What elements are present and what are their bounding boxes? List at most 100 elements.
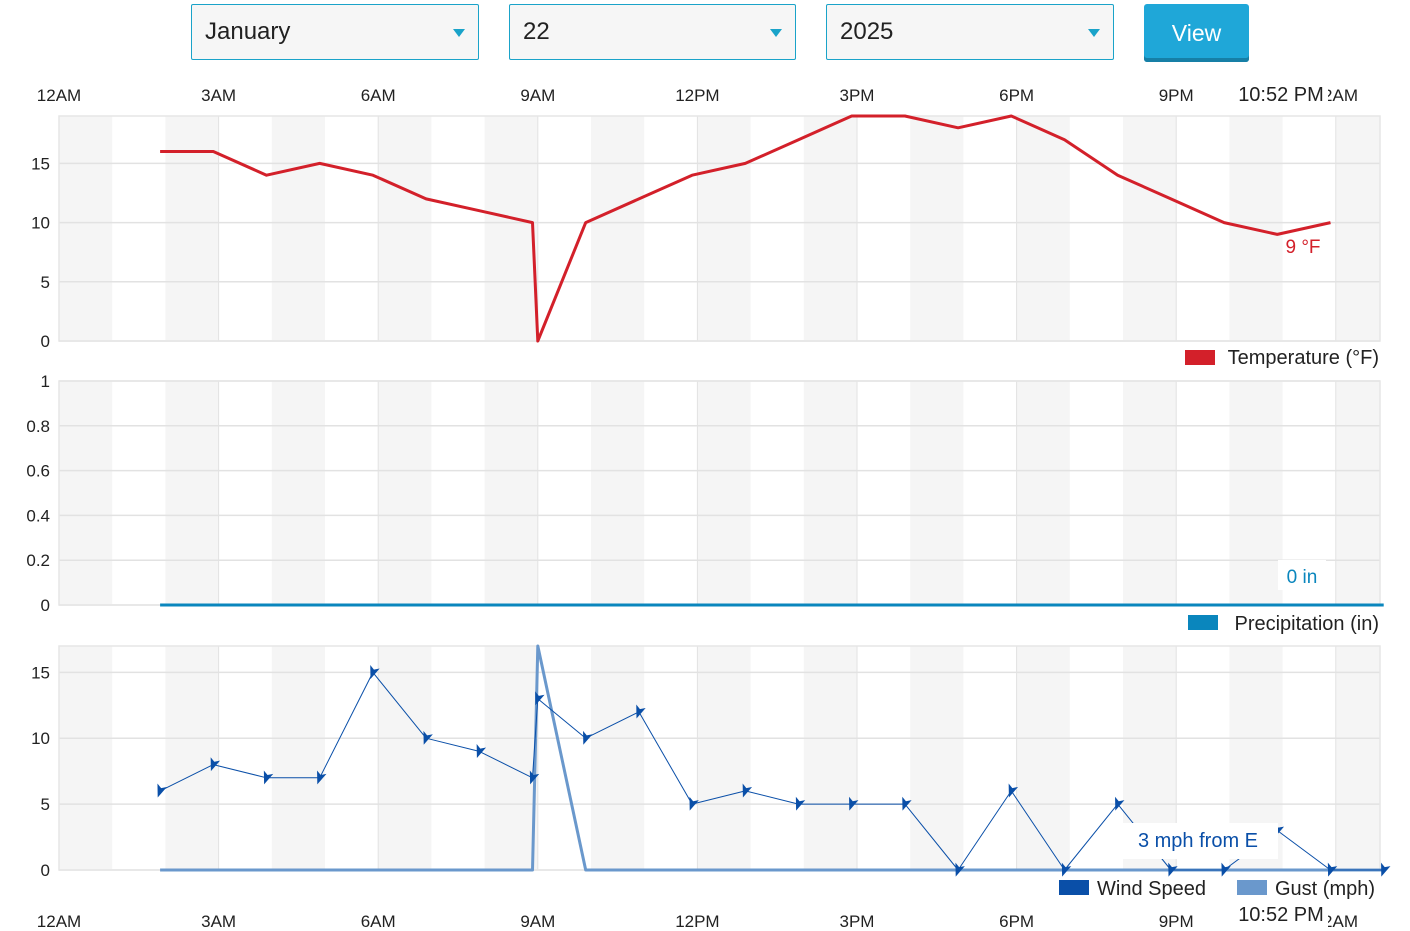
hour-band (271, 381, 325, 605)
month-select[interactable]: January (191, 4, 479, 60)
hour-band (378, 116, 432, 341)
cursor-precip-bg (1278, 560, 1326, 590)
plot-frame (58, 115, 1381, 342)
legend-swatch-gust (1237, 880, 1267, 895)
cursor-time-label-top: 10:52 PM (1238, 84, 1324, 106)
y-tick-label: 0 (41, 596, 50, 615)
legend-label-temperature: Temperature (°F) (1228, 347, 1379, 369)
hour-band (697, 646, 751, 870)
hour-band (59, 381, 113, 605)
wind-direction-marker (535, 691, 545, 706)
cursor-time-bg (1232, 902, 1328, 928)
year-select[interactable]: 2025 (826, 4, 1114, 60)
gust-line (160, 644, 1384, 872)
x-tick-label: 12AM (37, 912, 81, 931)
cursor-temperature-label: 9 °F (1285, 237, 1320, 258)
legend-label-wind-speed: Wind Speed (1097, 878, 1206, 900)
wind-direction-marker (689, 796, 699, 811)
x-tick-label: 6PM (999, 86, 1034, 105)
x-tick-label: 12PM (675, 912, 719, 931)
hour-band (271, 646, 325, 870)
wind-direction-marker (529, 770, 540, 785)
wind-direction-marker (317, 770, 327, 785)
x-tick-label: 3PM (840, 912, 875, 931)
hour-band (1016, 381, 1070, 605)
hour-band (1229, 381, 1283, 605)
wind-direction-marker (849, 796, 859, 811)
hour-band (484, 116, 538, 341)
x-tick-label: 9AM (520, 912, 555, 931)
view-button[interactable]: View (1144, 4, 1249, 62)
wind-direction-marker (1061, 862, 1072, 877)
x-tick-label: 9PM (1159, 86, 1194, 105)
wind-direction-marker (795, 796, 806, 811)
hour-band (1016, 116, 1070, 341)
hour-band (1123, 381, 1177, 605)
wind-direction-marker (1168, 862, 1178, 877)
chevron-down-icon (770, 29, 782, 37)
legend-label-gust: Gust (mph) (1275, 878, 1375, 900)
y-tick-label: 1 (41, 372, 50, 391)
hour-band (165, 381, 219, 605)
hour-band (484, 381, 538, 605)
wind-direction-marker (583, 730, 593, 745)
hour-band (591, 381, 645, 605)
legend-swatch-wind-speed (1059, 880, 1089, 895)
y-tick-label: 0.2 (26, 551, 50, 570)
x-tick-label: 12PM (675, 86, 719, 105)
hour-band (591, 116, 645, 341)
hour-band (165, 646, 219, 870)
wind-direction-marker (370, 665, 380, 679)
y-tick-label: 0.4 (26, 506, 50, 525)
cursor-time-bg (1232, 82, 1328, 108)
x-tick-label: 6PM (999, 912, 1034, 931)
hour-band (378, 646, 432, 870)
hour-band (1335, 116, 1380, 341)
cursor-wind-bg (1122, 823, 1278, 859)
y-tick-label: 5 (41, 795, 50, 814)
wind-direction-marker (1327, 862, 1338, 877)
cursor-precipitation-label: 0 in (1287, 567, 1318, 588)
cursor-wind-label: 3 mph from E (1138, 830, 1258, 852)
y-tick-label: 0.8 (26, 417, 50, 436)
wind-direction-marker (1381, 862, 1391, 877)
y-tick-label: 0 (41, 861, 50, 880)
wind-direction-marker (263, 770, 274, 785)
hour-band (1335, 646, 1380, 870)
x-tick-label: 9PM (1159, 912, 1194, 931)
y-tick-label: 15 (31, 663, 50, 682)
month-select-value: January (205, 18, 291, 45)
y-tick-label: 10 (31, 214, 50, 233)
wind-direction-marker (423, 730, 433, 745)
y-tick-label: 0 (41, 332, 50, 351)
wind-direction-marker (157, 783, 167, 798)
chevron-down-icon (453, 29, 465, 37)
x-tick-label: 3AM (201, 86, 236, 105)
x-tick-label: 3AM (201, 912, 236, 931)
hour-band (803, 646, 857, 870)
wind-direction-marker (902, 796, 912, 811)
hour-band (803, 381, 857, 605)
wind-direction-marker (476, 744, 487, 758)
hour-band (165, 116, 219, 341)
hour-band (1016, 646, 1070, 870)
hour-band (591, 646, 645, 870)
year-select-value: 2025 (840, 18, 894, 45)
legend-label-precipitation: Precipitation (in) (1234, 613, 1379, 635)
hour-band (910, 646, 964, 870)
hour-band (910, 381, 964, 605)
hour-band (803, 116, 857, 341)
hour-band (59, 646, 113, 870)
hour-band (697, 116, 751, 341)
y-tick-label: 10 (31, 729, 50, 748)
legend-swatch-temperature (1185, 350, 1215, 365)
x-tick-label: 12AM (37, 86, 81, 105)
wind-direction-marker (1008, 783, 1019, 798)
hour-band (1335, 381, 1380, 605)
day-select[interactable]: 22 (509, 4, 796, 60)
cursor-time-label-bottom: 10:52 PM (1238, 904, 1324, 926)
wind-direction-marker (210, 757, 221, 772)
chevron-down-icon (1088, 29, 1100, 37)
x-tick-label: 3PM (840, 86, 875, 105)
y-tick-label: 5 (41, 273, 50, 292)
